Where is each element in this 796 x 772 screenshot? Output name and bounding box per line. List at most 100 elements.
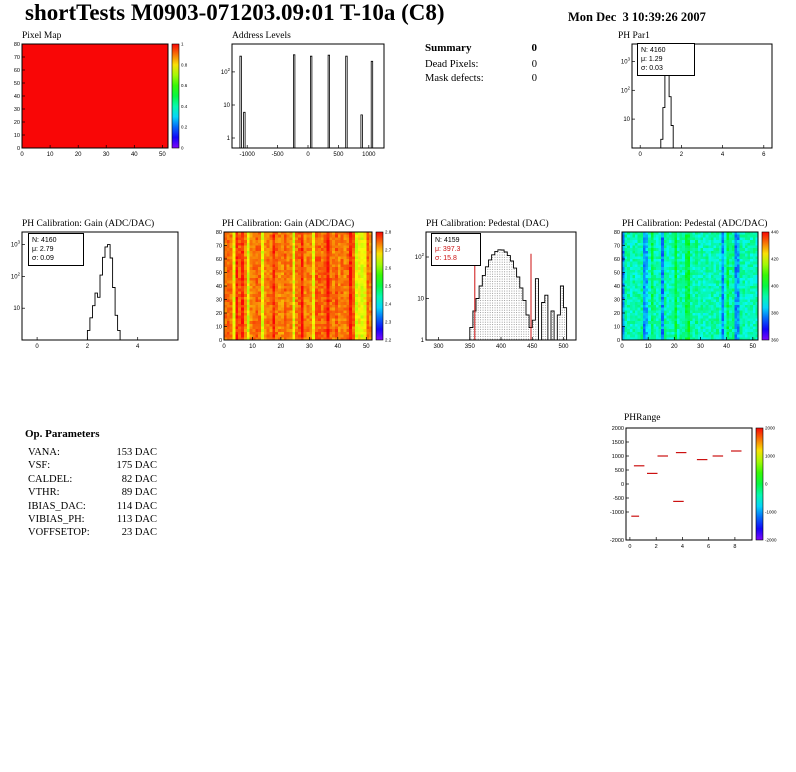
svg-text:50: 50 [216,271,222,277]
gain-hist-plot: 0 2 4 10 102 103 [11,231,179,350]
svg-text:-1000: -1000 [240,152,256,158]
op-parameter-label: IBIAS_DAC: [28,500,86,512]
gain-map-plot: 0 10 20 30 40 50 0 10 20 30 40 50 60 70 80 2.8 2.7 2.6 2.5… [216,230,392,350]
svg-text:0: 0 [35,344,39,350]
report-datetime: Mon Dec 3 10:39:26 2007 [568,10,706,24]
summary-row-value: 0 [531,59,537,70]
svg-text:-500: -500 [272,152,285,158]
svg-text:1000: 1000 [612,454,624,460]
svg-text:30: 30 [697,344,704,350]
op-parameter-row: VANA: 153 DAC [25,446,157,459]
stat-sigma: σ: 0.09 [32,255,54,262]
ph-par1-stats-box: N: 4160 μ: 1.29 σ: 0.03 [637,43,695,76]
svg-text:4: 4 [681,544,684,550]
stat-sigma: σ: 15.8 [435,255,457,262]
svg-text:70: 70 [14,55,20,61]
svg-text:2.4: 2.4 [385,302,392,307]
op-parameter-value: 82 DAC [121,473,157,485]
summary-value: 0 [531,42,538,54]
svg-text:20: 20 [216,311,222,317]
svg-text:1500: 1500 [612,440,624,446]
svg-text:20: 20 [614,311,620,317]
svg-text:60: 60 [614,257,620,263]
svg-text:60: 60 [14,68,20,74]
svg-text:0: 0 [620,344,624,350]
svg-text:380: 380 [771,311,779,316]
op-parameter-value: 153 DAC [116,447,157,458]
op-parameter-label: VSF: [28,460,51,472]
svg-text:2000: 2000 [612,426,624,432]
svg-text:2: 2 [655,544,658,550]
stat-entries: N: 4160 [641,47,666,54]
svg-text:350: 350 [465,344,476,350]
svg-text:10: 10 [645,344,652,350]
svg-text:450: 450 [527,344,538,350]
op-parameter-row: IBIAS_DAC: 114 DAC [25,500,157,513]
gain-map-panel: PH Calibration: Gain (ADC/DAC) 0 10 20 30 40… [214,218,398,354]
svg-text:0: 0 [306,152,310,158]
svg-text:4: 4 [136,344,140,350]
panel-title-gain-hist: PH Calibration: Gain (ADC/DAC) [22,219,155,229]
svg-text:2.8: 2.8 [385,230,392,235]
stat-mean: μ: 2.79 [32,246,54,253]
svg-text:20: 20 [14,120,20,126]
svg-text:40: 40 [131,152,138,158]
pixel-map-plot: 0 10 20 30 40 50 0 10 20 30 40 50 60 70 80 1 0.8 0.6 0.4 0.… [14,42,188,158]
svg-text:20: 20 [671,344,678,350]
svg-text:2: 2 [680,152,684,158]
stat-entries: N: 4159 [435,237,460,244]
pedestal-map-plot: 0 10 20 30 40 50 0 10 20 30 40 50 60 70 80 440 420 400 380… [614,230,779,350]
panel-title-pixel-map: Pixel Map [22,31,62,41]
svg-text:50: 50 [614,271,620,277]
svg-text:103: 103 [621,56,631,65]
svg-text:500: 500 [333,152,344,158]
panel-title-pedestal-hist: PH Calibration: Pedestal (DAC) [426,219,549,229]
svg-text:103: 103 [11,240,21,249]
op-parameters-block: Op. Parameters VANA: 153 DAC VSF: 175 DAC CA… [25,428,157,540]
svg-text:30: 30 [306,344,313,350]
svg-text:0: 0 [621,482,624,488]
svg-text:1: 1 [181,42,184,47]
svg-text:400: 400 [496,344,507,350]
pedestal-hist-panel: PH Calibration: Pedestal (DAC) 300 350 400… [410,218,592,354]
gain-hist-stats-box: N: 4160 μ: 2.79 σ: 0.09 [28,233,84,266]
svg-text:1000: 1000 [362,152,376,158]
svg-text:-2000: -2000 [765,538,777,543]
svg-text:2.3: 2.3 [385,320,392,325]
svg-text:0: 0 [617,338,620,344]
gain-hist-panel: PH Calibration: Gain (ADC/DAC) 0 2 4 10 102 1… [6,218,188,354]
svg-text:10: 10 [223,103,230,109]
summary-row-mask-defects: Mask defects: 0 [425,72,537,86]
summary-block: Summary 0 Dead Pixels: 0 Mask defects: 0 [425,42,537,85]
svg-text:50: 50 [363,344,370,350]
panel-title-gain-map: PH Calibration: Gain (ADC/DAC) [222,219,355,229]
svg-text:20: 20 [75,152,82,158]
stat-sigma: σ: 0.03 [641,65,663,72]
svg-text:1: 1 [421,338,425,344]
svg-text:80: 80 [216,230,222,236]
svg-text:400: 400 [771,284,779,289]
svg-text:0.2: 0.2 [181,125,188,130]
svg-text:30: 30 [14,107,20,113]
svg-text:102: 102 [621,85,631,94]
address-levels-plot: -1000 -500 0 500 1000 1 10 102 [221,43,385,158]
svg-text:4: 4 [721,152,725,158]
op-parameters-rows: VANA: 153 DAC VSF: 175 DAC CALDEL: 82 DAC VTHR… [25,446,157,540]
op-parameter-row: VOFFSETOP: 23 DAC [25,526,157,539]
op-parameter-row: VTHR: 89 DAC [25,486,157,499]
svg-text:10: 10 [216,325,222,331]
svg-text:440: 440 [771,230,779,235]
stat-mean: μ: 1.29 [641,56,663,63]
svg-text:2: 2 [86,344,90,350]
op-parameter-row: CALDEL: 82 DAC [25,473,157,486]
svg-text:-2000: -2000 [610,538,624,544]
op-parameter-value: 175 DAC [116,460,157,472]
svg-text:1000: 1000 [765,454,776,459]
ph-range-plot: 0 2 4 6 8 2000 1500 1000 500 0 -500 -1000 -2000 2000 1… [610,426,777,551]
svg-text:500: 500 [558,344,569,350]
svg-text:0.4: 0.4 [181,104,188,109]
svg-text:10: 10 [417,297,424,303]
summary-header: Summary 0 [425,42,537,54]
panel-title-address-levels: Address Levels [232,31,291,41]
svg-text:20: 20 [278,344,285,350]
